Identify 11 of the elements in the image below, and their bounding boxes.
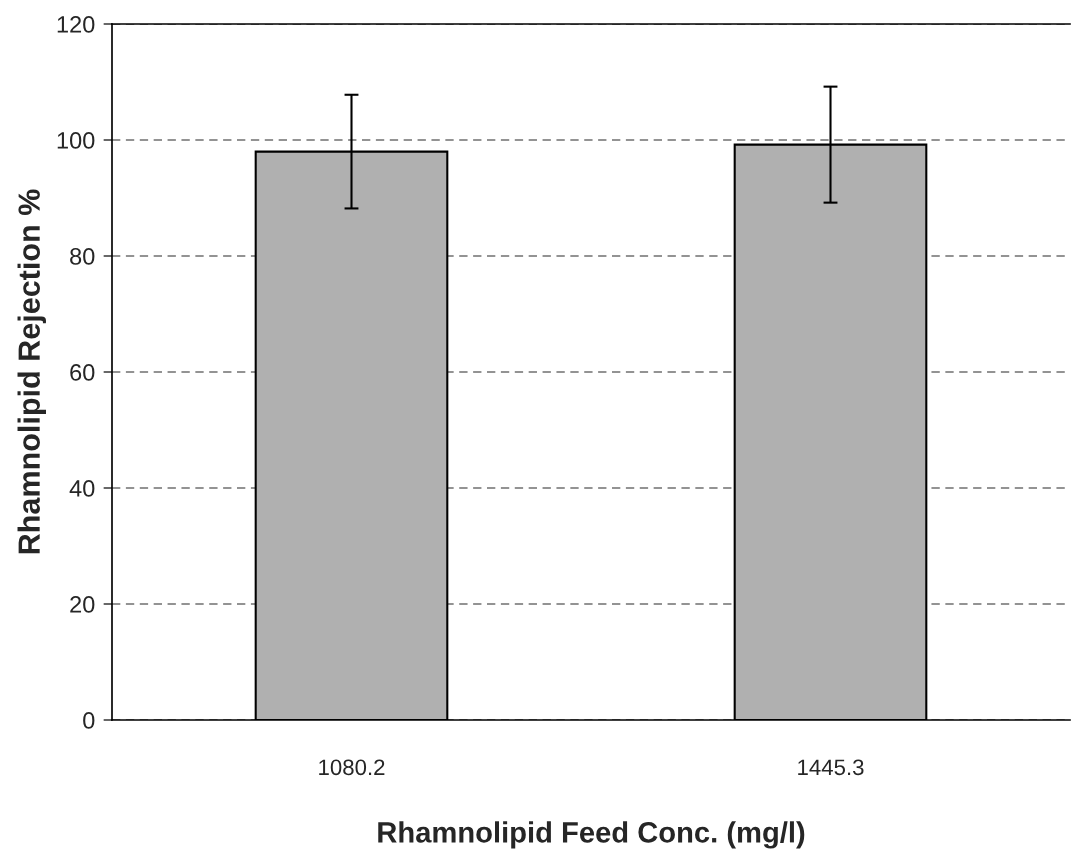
y-tick-label: 80 [70,248,95,265]
y-tick-label: 60 [70,364,95,381]
x-tick-label: 1445.3 [798,759,864,776]
x-axis-title: Rhamnolipid Feed Conc. (mg/l) [378,821,805,849]
y-tick-label: 120 [57,16,95,33]
y-tick-label: 40 [69,480,95,497]
y-tick-label: 20 [70,596,95,613]
y-axis-title: Rhamnolipid Rejection % [17,189,46,554]
y-tick-label: 100 [57,132,95,149]
x-tick-label: 1080.2 [319,759,385,776]
y-tick-label: 0 [83,712,95,729]
